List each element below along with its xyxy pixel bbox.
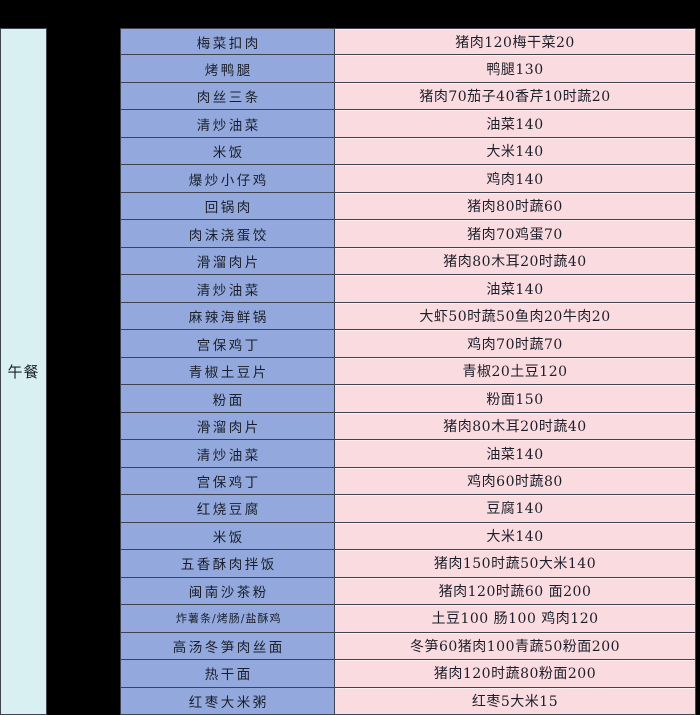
table-row: 回锅肉 猪肉80时蔬60 — [120, 192, 696, 221]
dish-cell: 粉面 — [120, 385, 335, 413]
table-row: 粉面 粉面150 — [120, 385, 696, 413]
dish-cell: 烤鸭腿 — [120, 55, 335, 83]
table-row: 梅菜扣肉 猪肉120梅干菜20 — [120, 28, 696, 56]
ingredient-cell: 油菜140 — [335, 440, 696, 468]
ingredient-cell: 土豆100 肠100 鸡肉120 — [335, 605, 696, 633]
ingredient-cell: 鸡肉140 — [335, 165, 696, 193]
dish-cell: 宫保鸡丁 — [120, 330, 335, 358]
table-row: 清炒油菜 油菜140 — [120, 275, 696, 303]
table-row: 肉丝三条 猪肉70茄子40香芹10时蔬20 — [120, 82, 696, 111]
table-row: 米饭 大米140 — [120, 137, 696, 166]
ingredient-cell: 粉面150 — [335, 385, 696, 413]
ingredient-cell: 青椒20土豆120 — [335, 357, 696, 386]
table-row: 麻辣海鲜锅 大虾50时蔬50鱼肉20牛肉20 — [120, 302, 696, 331]
dish-cell: 米饭 — [120, 137, 335, 166]
dish-cell: 米饭 — [120, 522, 335, 551]
ingredient-cell: 鸡肉60时蔬80 — [335, 467, 696, 496]
dish-cell: 宫保鸡丁 — [120, 467, 335, 496]
meal-label-cell: 午餐 — [0, 28, 47, 715]
dish-cell: 炸薯条/烤肠/盐酥鸡 — [120, 605, 335, 633]
ingredient-cell: 猪肉150时蔬50大米140 — [335, 550, 696, 578]
ingredient-cell: 油菜140 — [335, 110, 696, 138]
table-row: 肉沫浇蛋饺 猪肉70鸡蛋70 — [120, 220, 696, 248]
dish-cell: 清炒油菜 — [120, 440, 335, 468]
menu-table: 梅菜扣肉 猪肉120梅干菜20 烤鸭腿 鸭腿130 肉丝三条 猪肉70茄子40香… — [120, 28, 696, 715]
ingredient-cell: 猪肉120时蔬60 面200 — [335, 577, 696, 606]
table-row: 滑溜肉片 猪肉80木耳20时蔬40 — [120, 412, 696, 441]
dish-cell: 红烧豆腐 — [120, 495, 335, 523]
table-row: 炸薯条/烤肠/盐酥鸡 土豆100 肠100 鸡肉120 — [120, 605, 696, 633]
ingredient-cell: 猪肉70鸡蛋70 — [335, 220, 696, 248]
dish-cell: 高汤冬笋肉丝面 — [120, 632, 335, 661]
ingredient-cell: 鸡肉70时蔬70 — [335, 330, 696, 358]
table-row: 米饭 大米140 — [120, 522, 696, 551]
ingredient-cell: 大米140 — [335, 137, 696, 166]
ingredient-cell: 猪肉70茄子40香芹10时蔬20 — [335, 82, 696, 111]
ingredient-cell: 冬笋60猪肉100青蔬50粉面200 — [335, 632, 696, 661]
dish-cell: 滑溜肉片 — [120, 412, 335, 441]
dish-cell: 爆炒小仔鸡 — [120, 165, 335, 193]
table-row: 青椒土豆片 青椒20土豆120 — [120, 357, 696, 386]
dish-cell: 红枣大米粥 — [120, 687, 335, 715]
meal-label: 午餐 — [7, 363, 40, 381]
dish-cell: 梅菜扣肉 — [120, 28, 335, 56]
ingredient-cell: 红枣5大米15 — [335, 687, 696, 715]
ingredient-cell: 猪肉120时蔬80粉面200 — [335, 660, 696, 688]
dish-cell: 肉沫浇蛋饺 — [120, 220, 335, 248]
dish-cell: 五香酥肉拌饭 — [120, 550, 335, 578]
table-row: 热干面 猪肉120时蔬80粉面200 — [120, 660, 696, 688]
ingredient-cell: 大虾50时蔬50鱼肉20牛肉20 — [335, 302, 696, 331]
dish-cell: 滑溜肉片 — [120, 247, 335, 276]
table-row: 闽南沙茶粉 猪肉120时蔬60 面200 — [120, 577, 696, 606]
dish-cell: 青椒土豆片 — [120, 357, 335, 386]
ingredient-cell: 猪肉120梅干菜20 — [335, 28, 696, 56]
ingredient-cell: 油菜140 — [335, 275, 696, 303]
table-row: 红烧豆腐 豆腐140 — [120, 495, 696, 523]
table-row: 五香酥肉拌饭 猪肉150时蔬50大米140 — [120, 550, 696, 578]
ingredient-cell: 鸭腿130 — [335, 55, 696, 83]
table-row: 清炒油菜 油菜140 — [120, 110, 696, 138]
ingredient-cell: 猪肉80木耳20时蔬40 — [335, 412, 696, 441]
table-row: 宫保鸡丁 鸡肉60时蔬80 — [120, 467, 696, 496]
table-row: 爆炒小仔鸡 鸡肉140 — [120, 165, 696, 193]
dish-cell: 热干面 — [120, 660, 335, 688]
dish-cell: 回锅肉 — [120, 192, 335, 221]
table-row: 滑溜肉片 猪肉80木耳20时蔬40 — [120, 247, 696, 276]
ingredient-cell: 猪肉80木耳20时蔬40 — [335, 247, 696, 276]
table-row: 宫保鸡丁 鸡肉70时蔬70 — [120, 330, 696, 358]
ingredient-cell: 猪肉80时蔬60 — [335, 192, 696, 221]
ingredient-cell: 大米140 — [335, 522, 696, 551]
table-row: 高汤冬笋肉丝面 冬笋60猪肉100青蔬50粉面200 — [120, 632, 696, 661]
dish-cell: 肉丝三条 — [120, 82, 335, 111]
table-row: 烤鸭腿 鸭腿130 — [120, 55, 696, 83]
dish-cell: 清炒油菜 — [120, 110, 335, 138]
ingredient-cell: 豆腐140 — [335, 495, 696, 523]
dish-cell: 麻辣海鲜锅 — [120, 302, 335, 331]
table-row: 清炒油菜 油菜140 — [120, 440, 696, 468]
dish-cell: 闽南沙茶粉 — [120, 577, 335, 606]
table-row: 红枣大米粥 红枣5大米15 — [120, 687, 696, 715]
dish-cell: 清炒油菜 — [120, 275, 335, 303]
